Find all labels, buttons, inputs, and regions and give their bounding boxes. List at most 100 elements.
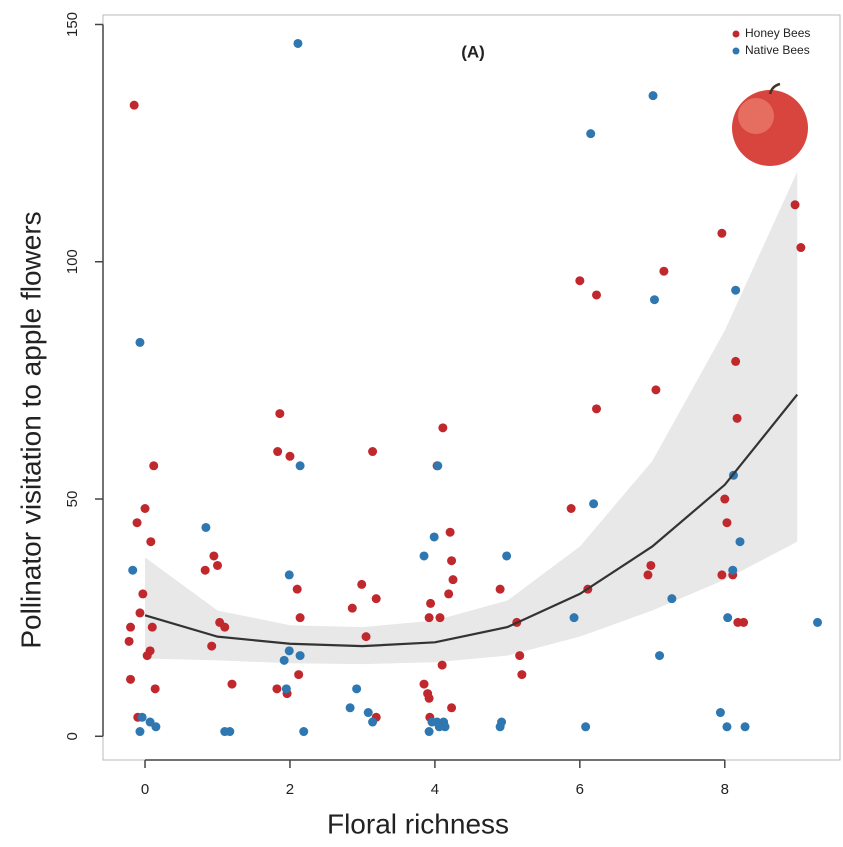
point (728, 565, 738, 575)
point (497, 717, 507, 727)
point (720, 494, 730, 504)
point (279, 655, 289, 665)
point (138, 589, 148, 599)
point (227, 679, 237, 689)
point (371, 594, 381, 604)
point (448, 575, 458, 585)
point (225, 727, 235, 737)
point (447, 556, 457, 566)
point (667, 594, 677, 604)
point (151, 722, 161, 732)
x-axis-label: Floral richness (327, 808, 509, 839)
point (790, 200, 800, 210)
point (200, 565, 210, 575)
point (135, 727, 145, 737)
point (517, 670, 527, 680)
point (589, 499, 599, 509)
point (731, 356, 741, 366)
chart-title: (A) (461, 42, 485, 61)
point (424, 727, 434, 737)
point (284, 646, 294, 656)
legend-marker (732, 30, 740, 38)
point (284, 570, 294, 580)
point (275, 409, 285, 419)
point (347, 603, 357, 613)
point (569, 613, 579, 623)
point (651, 385, 661, 395)
point (201, 522, 211, 532)
point (419, 679, 429, 689)
point (715, 708, 725, 718)
point (147, 622, 157, 632)
y-tick-label: 50 (64, 491, 81, 508)
point (361, 632, 371, 642)
point (502, 551, 512, 561)
point (592, 404, 602, 414)
point (796, 243, 806, 253)
point (723, 613, 733, 623)
point (419, 551, 429, 561)
legend-marker (732, 47, 740, 55)
point (128, 565, 138, 575)
legend-label: Native Bees (745, 43, 810, 57)
point (295, 651, 305, 661)
y-tick-label: 150 (64, 12, 81, 37)
point (437, 660, 447, 670)
point (273, 447, 283, 457)
point (132, 518, 142, 528)
point (293, 38, 303, 48)
point (813, 617, 823, 627)
point (495, 584, 505, 594)
point (150, 684, 160, 694)
x-tick-label: 2 (286, 781, 294, 798)
point (440, 722, 450, 732)
point (272, 684, 282, 694)
point (444, 589, 454, 599)
point (433, 461, 443, 471)
point (295, 613, 305, 623)
point (207, 641, 217, 651)
point (438, 423, 448, 433)
confidence-band (145, 171, 798, 665)
point (146, 537, 156, 547)
point (124, 636, 134, 646)
point (649, 295, 659, 305)
point (646, 560, 656, 570)
point (126, 622, 136, 632)
point (732, 413, 742, 423)
point (740, 722, 750, 732)
point (212, 560, 222, 570)
point (722, 722, 732, 732)
point (345, 703, 355, 713)
point (581, 722, 591, 732)
point (294, 670, 304, 680)
legend-label: Honey Bees (745, 26, 810, 40)
point (220, 622, 230, 632)
point (445, 527, 455, 537)
point (368, 717, 378, 727)
point (655, 651, 665, 661)
point (643, 570, 653, 580)
point (135, 608, 145, 618)
point (447, 703, 457, 713)
point (357, 579, 367, 589)
y-tick-label: 100 (64, 249, 81, 274)
point (717, 228, 727, 238)
point (142, 651, 152, 661)
point (515, 651, 525, 661)
point (566, 504, 576, 514)
point (140, 504, 150, 514)
point (731, 285, 741, 295)
x-tick-label: 4 (431, 781, 439, 798)
point (285, 451, 295, 461)
point (295, 461, 305, 471)
point (135, 337, 145, 347)
point (739, 617, 749, 627)
point (735, 537, 745, 547)
point (424, 693, 434, 703)
y-axis-label: Pollinator visitation to apple flowers (15, 211, 46, 648)
x-tick-label: 8 (721, 781, 729, 798)
point (363, 708, 373, 718)
point (426, 598, 436, 608)
